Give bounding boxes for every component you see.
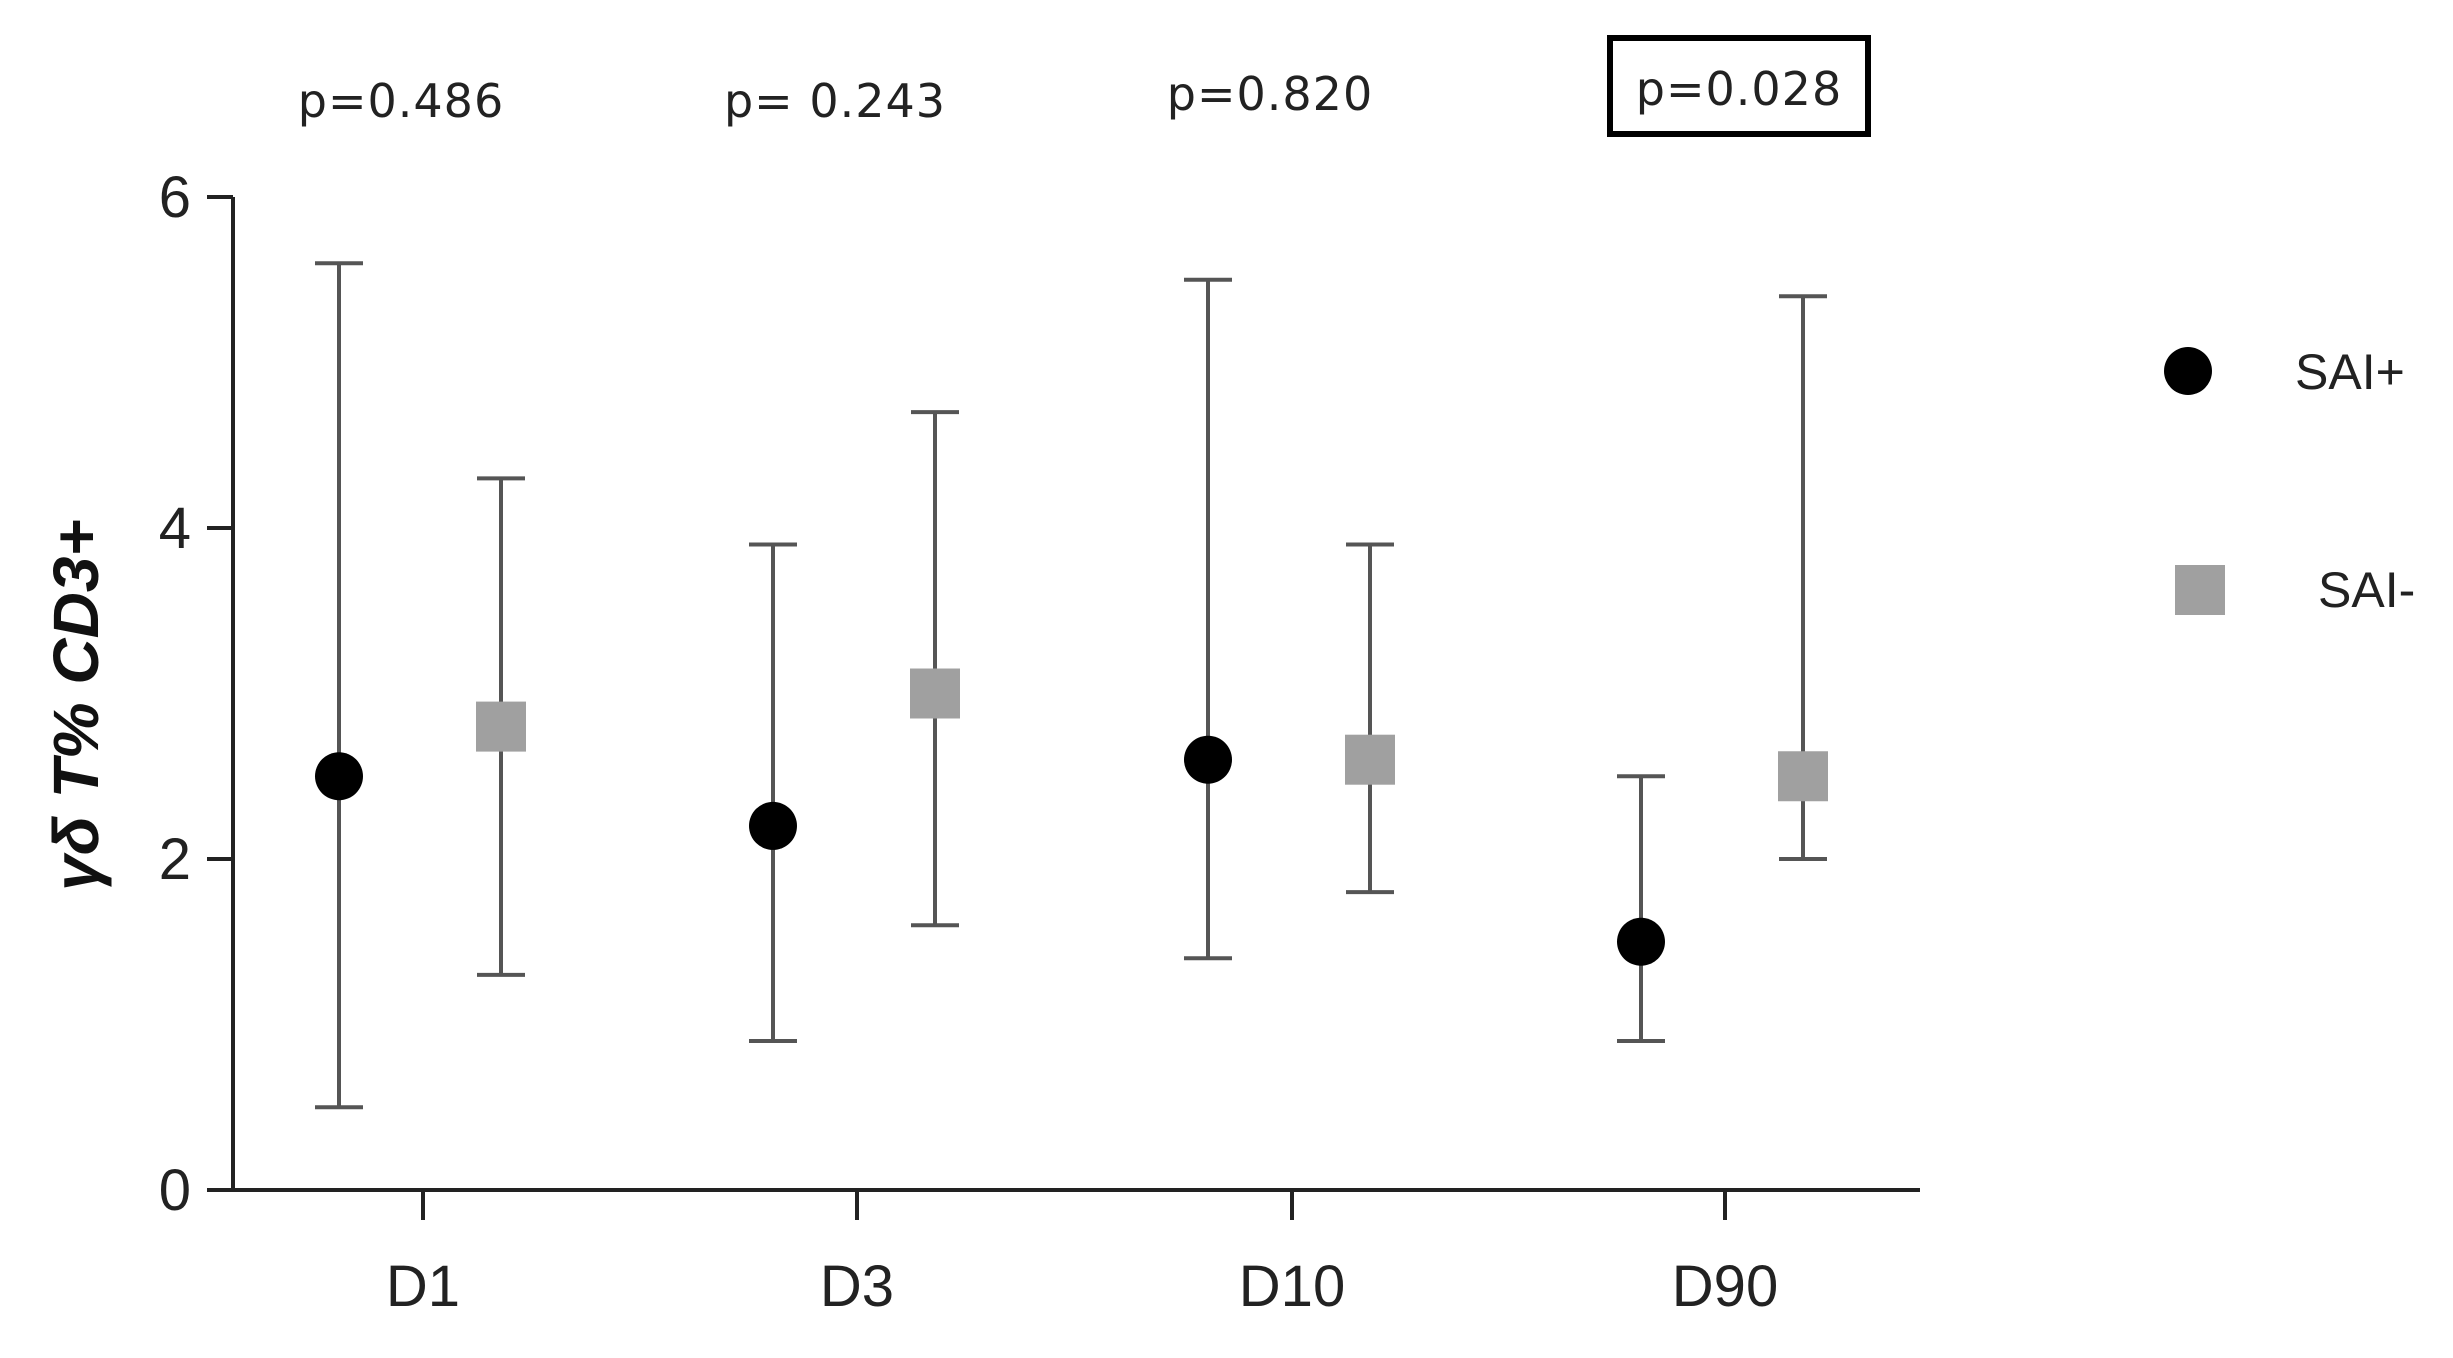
axes bbox=[231, 197, 1920, 1192]
data-point-sai-minus bbox=[910, 668, 960, 719]
ticks: 0 2 4 6 D1 D3 D10 D90 bbox=[159, 165, 1778, 1319]
x-tick-label: D90 bbox=[1672, 1254, 1778, 1319]
data-point-sai-plus bbox=[1617, 917, 1665, 966]
y-axis-title: γδ T% CD3+ bbox=[40, 519, 112, 891]
y-tick-label: 0 bbox=[159, 1158, 191, 1223]
y-axis-title-group: γδ T% CD3+ bbox=[40, 519, 112, 891]
data-point-sai-minus bbox=[1778, 751, 1828, 802]
x-tick-label: D3 bbox=[820, 1254, 894, 1319]
legend-marker-sai-minus bbox=[2175, 565, 2225, 615]
data-point-sai-minus bbox=[476, 701, 526, 752]
p-value-label: p=0.486 bbox=[298, 74, 504, 128]
y-tick-label: 4 bbox=[159, 496, 191, 561]
data-point-sai-plus bbox=[749, 801, 797, 850]
data-point-sai-plus bbox=[1184, 735, 1232, 784]
data-point-sai-plus bbox=[315, 752, 363, 801]
annotations: p=0.486 p= 0.243 p=0.820 p=0.028 bbox=[298, 35, 1871, 137]
p-value-label: p=0.820 bbox=[1167, 67, 1373, 121]
y-tick-label: 6 bbox=[159, 165, 191, 230]
legend-label: SAI+ bbox=[2295, 344, 2405, 400]
p-value-label: p=0.028 bbox=[1636, 62, 1842, 116]
y-tick-label: 2 bbox=[159, 827, 191, 892]
legend: SAI+ SAI- bbox=[2164, 344, 2415, 618]
p-value-box bbox=[1607, 35, 1871, 137]
x-tick-label: D10 bbox=[1239, 1254, 1345, 1319]
error-bars bbox=[315, 261, 1827, 1110]
legend-label: SAI- bbox=[2318, 562, 2415, 618]
p-value-label: p= 0.243 bbox=[724, 74, 946, 128]
markers bbox=[315, 668, 1828, 966]
legend-marker-sai-plus bbox=[2164, 347, 2212, 395]
x-tick-label: D1 bbox=[386, 1254, 460, 1319]
data-point-sai-minus bbox=[1345, 734, 1395, 785]
